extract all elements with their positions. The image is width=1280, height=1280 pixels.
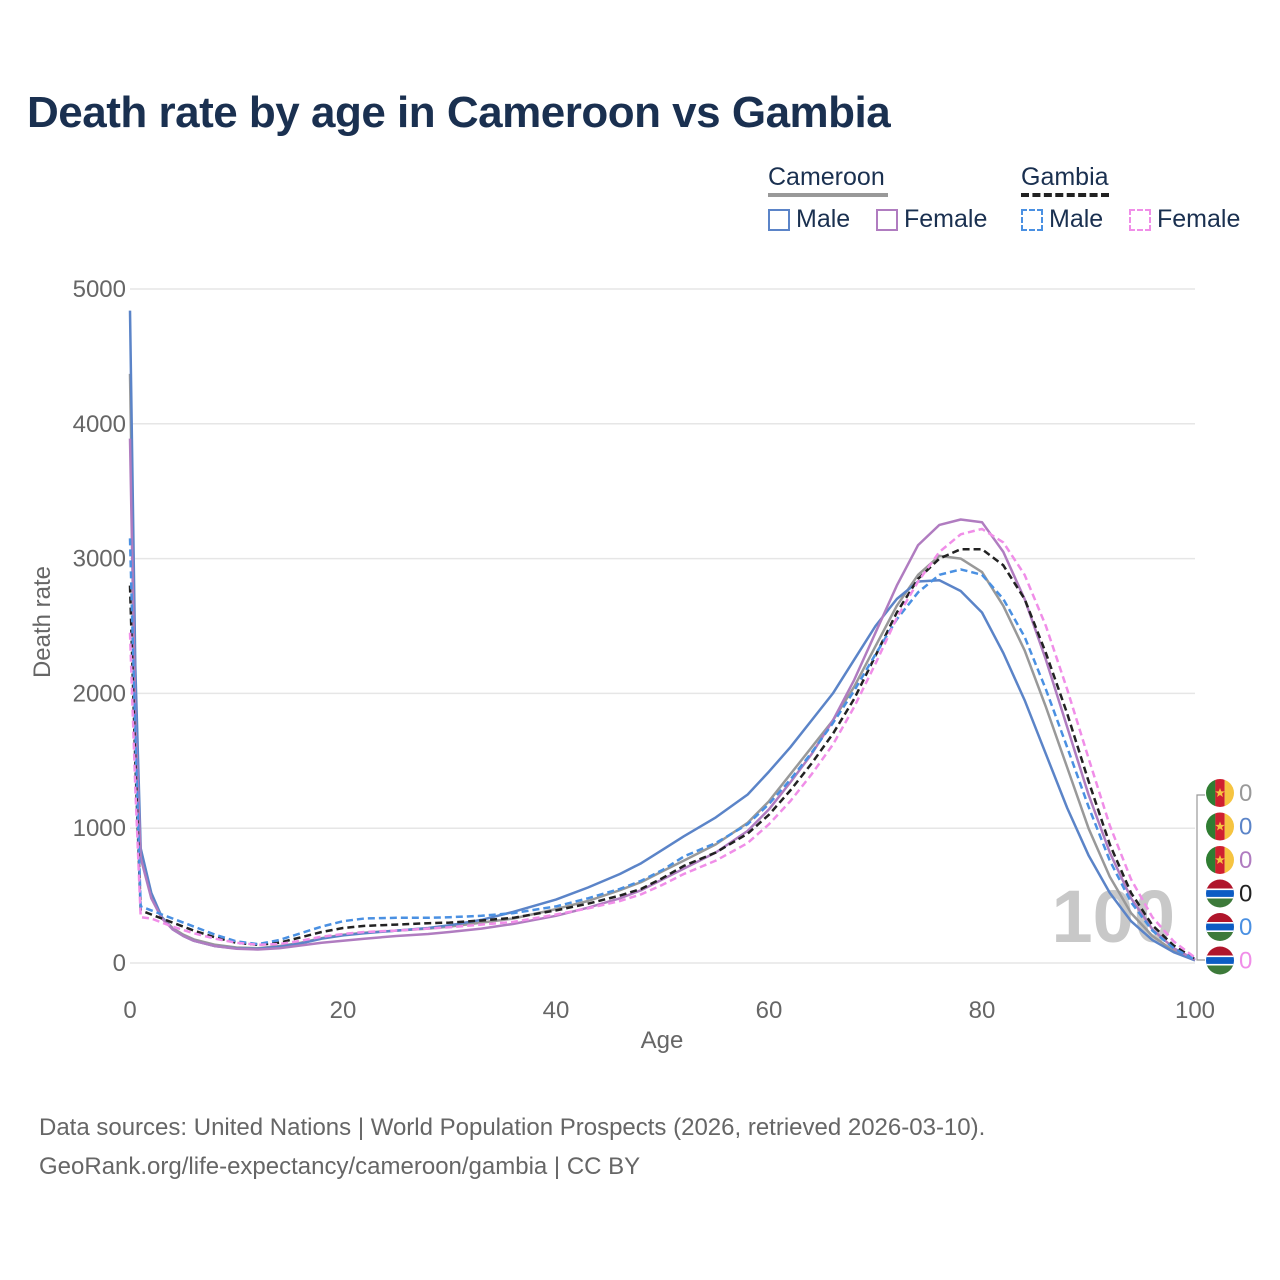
y-tick-label: 2000 [73,680,126,707]
legend-label-cameroon-female: Female [904,205,988,233]
end-value-label: 0 [1239,881,1252,908]
legend-group-gambia-underline [1021,193,1109,197]
x-tick-label: 20 [330,997,357,1024]
legend-swatch-gambia-male [1021,208,1043,231]
x-tick-label: 0 [123,997,136,1024]
legend-label-cameroon-male: Male [796,205,851,233]
axis-layer: 0 1000 2000 3000 4000 5000 0 20 40 60 80 100 [73,276,1215,1024]
x-tick-label: 40 [543,997,570,1024]
legend-item-gambia-female[interactable]: Female [1129,205,1240,234]
end-value-label: 0 [1239,814,1252,841]
y-axis-title: Death rate [29,566,56,678]
end-label-bracket [1196,794,1205,961]
legend-group-cameroon-underline [768,193,888,197]
legend-swatch-cameroon-female [876,208,898,231]
end-value-label: 0 [1239,780,1252,807]
legend-item-cameroon-female[interactable]: Female [876,205,987,234]
end-value-label: 0 [1239,847,1252,874]
x-axis-title: Age [641,1027,684,1054]
legend-swatch-cameroon-male [768,208,790,231]
x-tick-label: 100 [1175,997,1215,1024]
legend-label-gambia-male: Male [1049,205,1104,233]
footer-link[interactable]: GeoRank.org/life-expectancy/cameroon/gam… [39,1153,641,1180]
series-line-gambia-female[interactable] [128,527,1196,959]
series-layer [128,310,1196,962]
cameroon-flag-icon [1206,779,1234,807]
series-line-gambia-both-sexes[interactable] [128,547,1196,961]
grid-layer [130,288,1195,964]
footer: Data sources: United Nations | World Pop… [39,1108,985,1186]
gambia-flag-icon [1206,946,1234,975]
gambia-flag-icon [1206,879,1234,908]
y-tick-label: 0 [113,950,126,977]
legend-swatch-gambia-female [1129,208,1151,231]
y-tick-label: 1000 [73,815,126,842]
y-tick-label: 4000 [73,411,126,438]
x-tick-label: 60 [756,997,783,1024]
footer-source: Data sources: United Nations | World Pop… [39,1114,986,1141]
legend-item-gambia-male[interactable]: Male [1021,205,1103,234]
legend-group-cameroon-title: Cameroon [768,163,885,191]
series-line-cameroon-female[interactable] [128,438,1196,961]
cameroon-flag-icon [1206,846,1234,874]
legend-label-gambia-female: Female [1157,205,1241,233]
x-tick-label: 80 [969,997,996,1024]
cameroon-flag-icon [1206,812,1234,841]
series-line-cameroon-both-sexes[interactable] [128,373,1196,962]
gambia-flag-icon [1206,913,1234,941]
series-line-cameroon-male[interactable] [128,310,1196,962]
page-title: Death rate by age in Cameroon vs Gambia [27,88,891,137]
end-labels: 0 0 0 0 0 0 [1196,779,1252,975]
y-tick-label: 5000 [73,276,126,303]
legend-item-cameroon-male[interactable]: Male [768,205,850,234]
y-tick-label: 3000 [73,546,126,573]
series-line-gambia-male[interactable] [128,538,1196,961]
year-watermark: 100 [1052,875,1175,958]
legend-group-gambia-title: Gambia [1021,163,1109,191]
end-value-label: 0 [1239,914,1252,941]
end-value-label: 0 [1239,948,1252,975]
